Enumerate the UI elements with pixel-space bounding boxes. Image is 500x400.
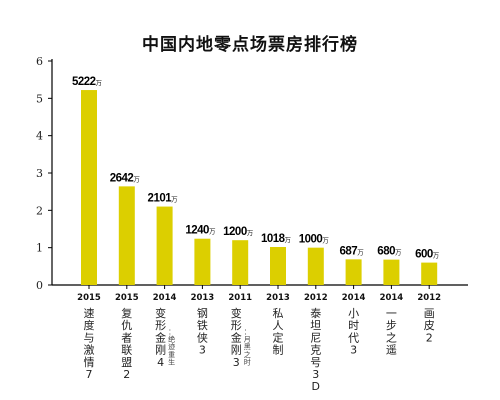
x-tick-year: 2014: [342, 293, 366, 303]
data-label-unit: 万: [171, 196, 178, 204]
data-label-value: 680: [377, 246, 395, 258]
y-tick-label: 4: [36, 130, 43, 143]
data-label: 2642万: [110, 172, 141, 184]
y-tick-label: 2: [36, 204, 43, 217]
data-label-unit: 万: [322, 237, 329, 245]
data-label-value: 687: [340, 245, 358, 257]
data-label: 2101万: [148, 193, 179, 205]
bar: [81, 90, 97, 285]
data-label-value: 1240: [185, 225, 209, 237]
x-tick-sublabel: ：绝迹重生: [168, 328, 175, 366]
bar: [270, 246, 286, 285]
x-tick-label: 画皮 2: [424, 307, 435, 344]
x-tick-year: 2013: [191, 293, 215, 303]
x-tick-label: 私人定制: [273, 307, 284, 357]
x-tick-year: 2012: [417, 293, 441, 303]
data-label-unit: 万: [433, 252, 440, 260]
bar: [383, 259, 400, 285]
x-tick-label: 钢铁侠 3: [197, 307, 208, 357]
data-label-value: 2101: [148, 193, 173, 205]
data-label: 680万: [377, 246, 402, 258]
data-label: 1000万: [299, 234, 330, 246]
x-tick-label: 速度与激情 7: [84, 307, 95, 381]
data-label: 600万: [415, 249, 440, 261]
y-tick-label: 0: [36, 279, 43, 292]
data-label: 1018万: [261, 233, 292, 245]
data-label-value: 1000: [299, 234, 323, 246]
y-tick-label: 5: [36, 92, 43, 105]
data-label: 5222万: [72, 76, 103, 88]
x-tick-year: 2012: [304, 293, 328, 303]
x-tick-year: 2014: [153, 293, 177, 303]
data-label-unit: 万: [209, 228, 216, 236]
data-label: 1200万: [223, 226, 254, 238]
bar: [118, 186, 135, 285]
data-label-unit: 万: [247, 229, 254, 237]
data-label-unit: 万: [96, 79, 103, 87]
data-label-value: 600: [415, 249, 433, 261]
bar: [232, 240, 249, 285]
data-label-unit: 万: [395, 249, 402, 257]
x-tick-label: 复仇者联盟 2: [121, 306, 132, 381]
bar: [421, 262, 438, 285]
x-tick-year: 2011: [228, 293, 252, 303]
bar: [307, 247, 324, 285]
data-label-value: 5222: [72, 76, 96, 88]
data-label-unit: 万: [357, 248, 364, 256]
x-tick-label: 变形金刚 3: [231, 306, 242, 369]
x-tick-label: 泰坦尼克号 3 D: [310, 306, 321, 393]
y-tick-label: 1: [36, 242, 43, 255]
data-label-unit: 万: [133, 175, 140, 183]
x-tick-year: 2015: [115, 293, 139, 303]
y-tick-label: 3: [36, 167, 43, 180]
x-tick-year: 2014: [380, 293, 404, 303]
y-tick-label: 6: [36, 55, 43, 68]
bar: [156, 206, 173, 285]
x-tick-label: 小时代 3: [348, 307, 359, 357]
data-label-value: 2642: [110, 172, 134, 184]
data-label: 1240万: [185, 225, 216, 237]
x-tick-label: 一步之遥: [386, 307, 397, 357]
chart-title: 中国内地零点场票房排行榜: [142, 35, 358, 55]
bar: [194, 238, 211, 285]
data-label-unit: 万: [285, 236, 292, 244]
data-label-value: 1200: [223, 226, 247, 238]
data-label: 687万: [340, 245, 365, 257]
x-tick-sublabel: ：月黑之时: [244, 328, 251, 366]
bar: [345, 259, 362, 285]
x-tick-label: 变形金刚 4: [155, 306, 166, 369]
x-tick-year: 2015: [77, 293, 101, 303]
data-label-value: 1018: [261, 233, 286, 245]
x-tick-year: 2013: [266, 293, 290, 303]
